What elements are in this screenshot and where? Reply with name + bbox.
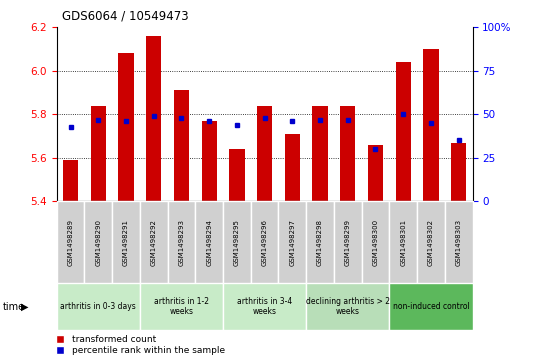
Text: GSM1498289: GSM1498289 bbox=[68, 219, 73, 266]
Bar bbox=[313, 106, 328, 201]
Bar bbox=[230, 149, 245, 201]
Text: GSM1498302: GSM1498302 bbox=[428, 219, 434, 266]
Text: GSM1498291: GSM1498291 bbox=[123, 219, 129, 266]
Text: GSM1498301: GSM1498301 bbox=[400, 219, 406, 266]
Bar bbox=[306, 283, 389, 330]
Bar bbox=[140, 283, 223, 330]
Text: ▶: ▶ bbox=[21, 302, 28, 312]
Bar bbox=[91, 106, 106, 201]
Text: arthritis in 3-4
weeks: arthritis in 3-4 weeks bbox=[237, 297, 292, 317]
Bar bbox=[167, 201, 195, 283]
Bar bbox=[174, 90, 189, 201]
Text: GSM1498300: GSM1498300 bbox=[373, 219, 379, 266]
Bar bbox=[146, 36, 161, 201]
Text: time: time bbox=[3, 302, 25, 312]
Text: GSM1498299: GSM1498299 bbox=[345, 219, 351, 266]
Text: GSM1498294: GSM1498294 bbox=[206, 219, 212, 266]
Bar bbox=[285, 134, 300, 201]
Text: GSM1498293: GSM1498293 bbox=[178, 219, 185, 266]
Bar bbox=[251, 201, 279, 283]
Bar bbox=[223, 283, 306, 330]
Legend: transformed count, percentile rank within the sample: transformed count, percentile rank withi… bbox=[48, 331, 229, 359]
Bar bbox=[445, 201, 472, 283]
Bar bbox=[279, 201, 306, 283]
Bar bbox=[396, 62, 411, 201]
Bar bbox=[389, 201, 417, 283]
Bar bbox=[63, 160, 78, 201]
Text: arthritis in 0-3 days: arthritis in 0-3 days bbox=[60, 302, 136, 311]
Bar bbox=[306, 201, 334, 283]
Text: declining arthritis > 2
weeks: declining arthritis > 2 weeks bbox=[306, 297, 390, 317]
Bar bbox=[417, 201, 445, 283]
Bar bbox=[257, 106, 272, 201]
Text: GSM1498296: GSM1498296 bbox=[261, 219, 268, 266]
Text: non-induced control: non-induced control bbox=[393, 302, 469, 311]
Bar bbox=[140, 201, 167, 283]
Bar bbox=[84, 201, 112, 283]
Bar bbox=[57, 201, 84, 283]
Text: GSM1498292: GSM1498292 bbox=[151, 219, 157, 266]
Bar bbox=[223, 201, 251, 283]
Text: GSM1498295: GSM1498295 bbox=[234, 219, 240, 266]
Text: GDS6064 / 10549473: GDS6064 / 10549473 bbox=[62, 9, 188, 22]
Bar bbox=[201, 121, 217, 201]
Text: GSM1498290: GSM1498290 bbox=[95, 219, 102, 266]
Bar bbox=[57, 283, 140, 330]
Bar bbox=[368, 145, 383, 201]
Text: GSM1498298: GSM1498298 bbox=[317, 219, 323, 266]
Bar bbox=[112, 201, 140, 283]
Bar bbox=[451, 143, 466, 201]
Bar bbox=[334, 201, 362, 283]
Bar bbox=[423, 49, 438, 201]
Bar bbox=[340, 106, 355, 201]
Bar bbox=[362, 201, 389, 283]
Text: GSM1498297: GSM1498297 bbox=[289, 219, 295, 266]
Bar bbox=[389, 283, 472, 330]
Text: arthritis in 1-2
weeks: arthritis in 1-2 weeks bbox=[154, 297, 209, 317]
Text: GSM1498303: GSM1498303 bbox=[456, 219, 462, 266]
Bar bbox=[195, 201, 223, 283]
Bar bbox=[118, 53, 133, 201]
